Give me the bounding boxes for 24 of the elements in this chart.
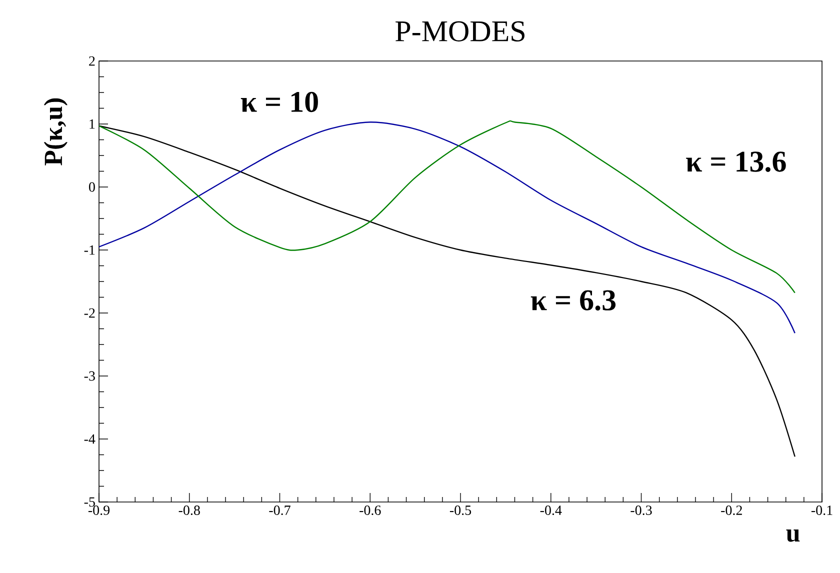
y-axis-title: P(κ,u) <box>44 98 68 166</box>
series-label: κ = 6.3 <box>530 290 616 311</box>
line-series <box>99 122 796 334</box>
y-tick-label: 1 <box>90 119 95 129</box>
x-tick-label: -0.1 <box>811 506 832 516</box>
x-tick-label: -0.2 <box>721 506 742 516</box>
x-tick-label: -0.3 <box>630 506 652 516</box>
y-tick-label: -3 <box>84 371 95 381</box>
x-tick-label: -0.5 <box>450 506 472 516</box>
y-tick-label: -5 <box>84 497 95 507</box>
y-tick-label: 0 <box>89 182 95 192</box>
y-tick-label: -4 <box>84 434 96 444</box>
x-tick-label: -0.9 <box>88 506 110 516</box>
x-tick-label: -0.6 <box>360 506 381 516</box>
x-tick-label: -0.7 <box>269 506 290 516</box>
x-tick-label: -0.8 <box>178 506 200 516</box>
series-label: κ = 13.6 <box>686 152 786 172</box>
series-label: κ = 10 <box>240 92 318 112</box>
x-tick-label: -0.4 <box>540 506 562 516</box>
y-tick-label: -2 <box>84 308 95 318</box>
chart-title: P-MODES <box>396 21 524 42</box>
x-axis-title: u <box>786 530 800 542</box>
y-tick-label: 2 <box>89 56 95 66</box>
y-tick-label: -1 <box>84 245 95 255</box>
